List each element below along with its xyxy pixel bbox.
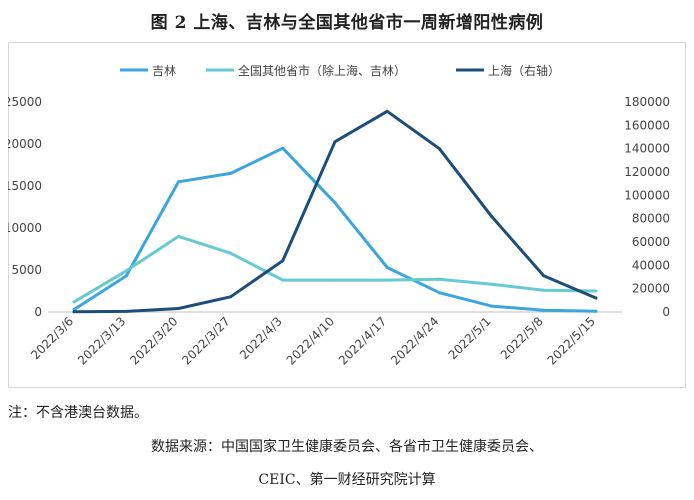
x-tick-label: 2022/5/15 (545, 314, 598, 367)
chart-title: 图 2 上海、吉林与全国其他省市一周新增阳性病例 (150, 13, 544, 33)
data-point (542, 274, 546, 278)
data-point (72, 310, 76, 314)
data-point (490, 282, 493, 286)
left-tick-label: 15000 (8, 179, 42, 193)
legend-label-0: 吉林 (152, 64, 176, 78)
data-point (385, 266, 389, 269)
line-chart: 吉林 全国其他省市（除上海、吉林） 上海（右轴） 0 5000 10000 15000… (8, 63, 670, 368)
data-point (437, 277, 441, 281)
right-tick-label: 180000 (624, 95, 670, 109)
data-point (333, 278, 337, 282)
x-tick-label: 2022/3/6 (28, 314, 76, 362)
right-tick-label: 100000 (624, 188, 670, 202)
data-point (385, 109, 389, 113)
source-line-2: CEIC、第一财经研究院计算 (258, 472, 436, 488)
data-point (229, 295, 233, 299)
data-point (437, 291, 441, 295)
legend-item-2: 上海（右轴） (456, 63, 560, 78)
legend-label-1: 全国其他省市（除上海、吉林） (238, 63, 406, 78)
right-tick-label: 20000 (632, 282, 670, 296)
right-tick-label: 60000 (632, 235, 670, 249)
x-tick-label: 2022/4/24 (388, 314, 441, 367)
data-point (124, 309, 128, 313)
x-tick-label: 2022/4/10 (284, 314, 337, 367)
x-tick-label: 2022/3/27 (179, 314, 232, 367)
series-lines (72, 109, 598, 314)
data-point (72, 300, 76, 304)
x-tick-label: 2022/3/20 (127, 314, 180, 367)
left-tick-label: 10000 (8, 221, 42, 235)
data-point (437, 147, 441, 151)
legend: 吉林 全国其他省市（除上海、吉林） 上海（右轴） (120, 63, 560, 78)
legend-label-2: 上海（右轴） (488, 63, 560, 78)
data-point (385, 278, 389, 282)
data-point (229, 171, 233, 175)
data-point (594, 296, 598, 300)
legend-item-0: 吉林 (120, 64, 176, 78)
data-point (177, 180, 180, 184)
source-line-1: 数据来源：中国国家卫生健康委员会、各省市卫生健康委员会、 (151, 439, 543, 455)
left-tick-label: 0 (34, 305, 42, 319)
data-point (594, 309, 598, 313)
data-point (490, 214, 493, 218)
left-tick-label: 25000 (8, 95, 42, 109)
data-point (490, 304, 493, 308)
data-point (333, 140, 337, 144)
right-tick-label: 0 (662, 305, 670, 319)
footnote: 注：不含港澳台数据。 (8, 405, 148, 421)
data-point (177, 234, 180, 238)
data-point (594, 289, 598, 293)
x-tick-label: 2022/4/3 (237, 314, 285, 362)
data-point (333, 201, 337, 205)
right-tick-label: 40000 (632, 258, 670, 272)
data-point (177, 307, 180, 310)
left-tick-label: 20000 (8, 137, 42, 151)
x-tick-label: 2022/3/13 (75, 314, 128, 367)
left-axis-ticks: 0 5000 10000 15000 20000 25000 (8, 95, 42, 319)
right-tick-label: 80000 (632, 212, 670, 226)
right-tick-label: 120000 (624, 165, 670, 179)
right-axis-ticks: 0 20000 40000 60000 80000 100000 120000 140000 1… (624, 95, 670, 319)
legend-item-1: 全国其他省市（除上海、吉林） (206, 63, 406, 78)
data-point (542, 308, 546, 312)
x-tick-label: 2022/5/8 (498, 314, 546, 362)
data-point (229, 251, 233, 255)
x-tick-label: 2022/5/1 (446, 314, 494, 362)
left-tick-label: 5000 (11, 263, 42, 277)
right-tick-label: 140000 (624, 142, 670, 156)
data-point (281, 259, 285, 263)
chart-frame (8, 42, 686, 388)
right-tick-label: 160000 (624, 118, 670, 132)
data-point (542, 288, 546, 292)
data-point (124, 269, 128, 273)
data-point (281, 146, 285, 150)
x-tick-label: 2022/4/17 (336, 314, 389, 367)
data-point (124, 274, 128, 278)
data-point (281, 278, 285, 282)
data-point (72, 308, 76, 311)
